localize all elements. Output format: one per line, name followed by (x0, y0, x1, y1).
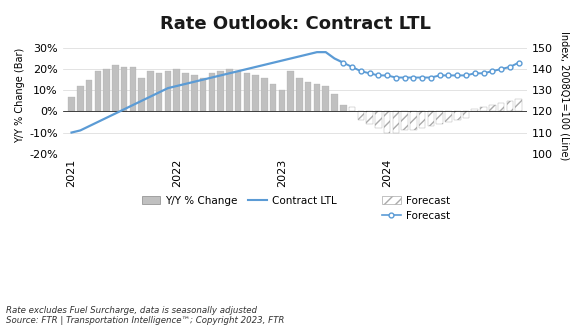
Bar (305, 82, 311, 112)
Bar (252, 76, 259, 112)
Bar (515, 99, 522, 112)
Bar (208, 73, 215, 112)
Bar (147, 71, 154, 112)
Bar (472, 109, 478, 112)
Bar (498, 103, 504, 112)
Bar (428, 112, 434, 126)
Bar (314, 84, 320, 112)
Bar (357, 112, 364, 120)
Bar (191, 76, 198, 112)
Bar (173, 69, 180, 112)
Bar (489, 105, 495, 112)
Bar (296, 77, 302, 112)
Bar (270, 84, 277, 112)
Bar (384, 112, 390, 132)
Bar (366, 112, 373, 124)
Text: Rate excludes Fuel Surcharge, data is seasonally adjusted
Source: FTR | Transpor: Rate excludes Fuel Surcharge, data is se… (6, 306, 284, 325)
Bar (156, 73, 163, 112)
Bar (86, 80, 92, 112)
Bar (375, 112, 381, 128)
Bar (393, 112, 399, 132)
Bar (349, 107, 355, 112)
Bar (164, 71, 171, 112)
Bar (287, 71, 294, 112)
Bar (278, 90, 285, 112)
Bar (410, 112, 417, 130)
Bar (95, 71, 101, 112)
Bar (243, 73, 250, 112)
Bar (507, 101, 513, 112)
Bar (436, 112, 443, 124)
Bar (226, 69, 233, 112)
Bar (419, 112, 425, 128)
Bar (104, 69, 110, 112)
Bar (480, 107, 487, 112)
Bar (182, 73, 189, 112)
Bar (340, 105, 346, 112)
Y-axis label: Index, 2008Q1=100 (Line): Index, 2008Q1=100 (Line) (560, 31, 570, 160)
Bar (261, 77, 268, 112)
Bar (130, 67, 136, 112)
Bar (454, 112, 460, 120)
Bar (217, 71, 224, 112)
Bar (401, 112, 408, 130)
Bar (463, 112, 469, 118)
Bar (235, 71, 242, 112)
Bar (331, 95, 338, 112)
Title: Rate Outlook: Contract LTL: Rate Outlook: Contract LTL (160, 15, 431, 33)
Bar (121, 67, 128, 112)
Bar (112, 65, 119, 112)
Bar (68, 96, 75, 112)
Bar (139, 77, 145, 112)
Bar (445, 112, 452, 122)
Bar (199, 77, 207, 112)
Bar (77, 86, 84, 112)
Y-axis label: Y/Y % Change (Bar): Y/Y % Change (Bar) (15, 48, 25, 143)
Legend: Forecast, Forecast: Forecast, Forecast (378, 192, 454, 225)
Bar (322, 86, 329, 112)
